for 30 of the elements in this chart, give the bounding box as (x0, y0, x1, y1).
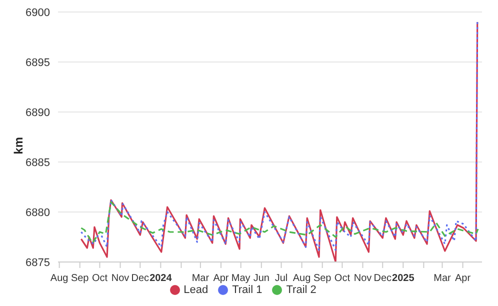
x-tick-label: Apr (455, 273, 472, 284)
x-tick-label: Sep (313, 273, 332, 284)
x-tick-label: Aug (50, 273, 68, 284)
x-tick-label: Sep (70, 273, 90, 284)
x-tick-label: Jun (253, 273, 270, 284)
x-tick-label: 2025 (392, 273, 415, 284)
x-tick-label: Oct (92, 273, 108, 284)
y-tick-label: 6895 (26, 56, 50, 69)
x-tick-label: May (231, 273, 250, 284)
y-tick-label: 6900 (26, 6, 50, 19)
x-tick-label: 2024 (150, 273, 172, 284)
x-tick-label: Nov (111, 273, 130, 284)
legend-label: Trail 1 (232, 284, 262, 296)
x-tick-label: Aug (292, 273, 311, 284)
legend-label: Trail 2 (286, 284, 316, 296)
y-tick-label: 6885 (26, 156, 50, 169)
x-tick-label: Mar (192, 273, 210, 284)
y-axis-title: km (11, 137, 26, 154)
y-tick-label: 6875 (26, 256, 50, 269)
legend-label: Lead (184, 284, 208, 296)
x-tick-label: Oct (334, 273, 350, 284)
x-tick-label: Apr (213, 273, 230, 284)
y-tick-label: 6890 (26, 106, 50, 119)
y-tick-label: 6880 (26, 206, 50, 219)
x-tick-label: Jul (274, 273, 288, 284)
x-tick-label: Dec (374, 273, 392, 284)
x-tick-label: Dec (131, 273, 150, 284)
x-tick-label: Mar (434, 273, 452, 284)
x-tick-label: Nov (354, 273, 372, 284)
line-series (80, 201, 479, 244)
